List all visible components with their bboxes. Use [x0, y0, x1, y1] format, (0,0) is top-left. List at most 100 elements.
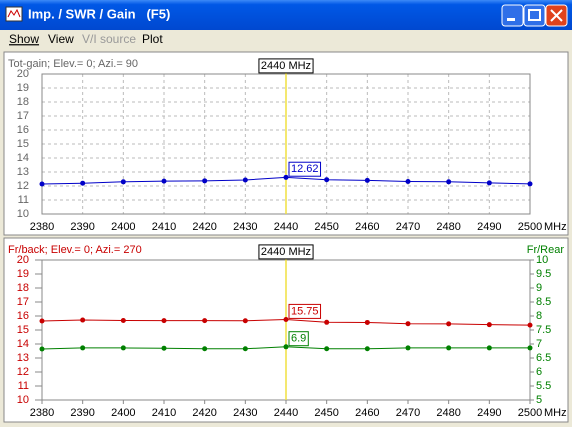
data-point [405, 321, 411, 327]
menu-item[interactable]: View [48, 32, 74, 46]
x-tick-label: 2500 [518, 221, 542, 233]
y2-tick-label: 8 [536, 310, 542, 322]
x-tick-label: 2470 [396, 221, 420, 233]
y2-tick-label: 9 [536, 282, 542, 294]
y-tick-label: 14 [17, 338, 29, 350]
data-point [486, 322, 492, 328]
data-point [80, 345, 86, 351]
y-tick-label: 17 [17, 296, 29, 308]
y2-tick-label: 7 [536, 338, 542, 350]
cursor-label-box [258, 244, 314, 260]
y-tick-label: 20 [17, 68, 29, 80]
y-tick-label: 16 [17, 310, 29, 322]
x-tick-label: 2380 [30, 221, 54, 233]
y2-tick-label: 8.5 [536, 296, 551, 308]
data-point [527, 345, 533, 351]
x-tick-label: 2460 [355, 407, 379, 419]
menu-item[interactable]: Show [9, 32, 39, 46]
menu-item[interactable]: V/I source [82, 32, 136, 46]
y-tick-label: 11 [18, 380, 29, 392]
y2-tick-label: 5 [536, 394, 542, 406]
y-tick-label: 16 [17, 124, 29, 136]
maximize-button[interactable] [523, 4, 546, 27]
x-tick-label: 2440 [274, 407, 298, 419]
data-point [364, 177, 370, 183]
data-point [161, 178, 167, 184]
data-point [242, 346, 248, 352]
y2-tick-label: 5.5 [536, 380, 551, 392]
data-point [364, 319, 370, 325]
y2-tick-label: 6 [536, 366, 542, 378]
data-point [486, 180, 492, 186]
x-tick-label: 2490 [477, 221, 501, 233]
y-tick-label: 12 [17, 366, 29, 378]
value-label-box [288, 161, 322, 177]
data-point [202, 346, 208, 352]
data-point [283, 317, 289, 322]
title-bar [0, 0, 572, 30]
x-tick-label: 2420 [192, 221, 216, 233]
cursor-label: 2440 MHz [261, 60, 311, 72]
data-point [283, 174, 289, 180]
value-label-box [288, 331, 309, 347]
x-tick-label: 2500 [518, 407, 542, 419]
data-point [364, 346, 370, 352]
data-point [527, 322, 533, 328]
data-point [80, 180, 86, 186]
x-tick-label: 2380 [30, 407, 54, 419]
x-tick-label: 2450 [314, 407, 338, 419]
data-point [446, 321, 452, 327]
y-tick-label: 12 [17, 180, 29, 192]
data-point [324, 346, 330, 352]
data-point [446, 179, 452, 185]
x-tick-label: 2470 [396, 407, 420, 419]
close-button[interactable] [545, 4, 568, 27]
value-label-box [288, 303, 322, 319]
y-tick-label: 10 [17, 208, 29, 220]
y-tick-label: 18 [17, 282, 29, 294]
data-point [242, 318, 248, 324]
y-tick-label: 10 [17, 394, 29, 406]
data-point [120, 179, 126, 185]
cursor-label-box [258, 58, 314, 74]
data-point [161, 345, 167, 351]
y2-tick-label: 10 [536, 254, 548, 266]
data-point [120, 317, 126, 323]
app-icon-glyph [7, 8, 21, 18]
chart-subtitle: Fr/back; Elev.= 0; Azi.= 270 [8, 244, 142, 256]
data-point [446, 345, 452, 351]
menu-item[interactable]: Plot [142, 32, 163, 46]
x-tick-label: 2430 [233, 407, 257, 419]
x-tick-label: 2400 [111, 221, 135, 233]
y-tick-label: 19 [17, 268, 29, 280]
data-point [486, 345, 492, 351]
y-tick-label: 11 [18, 194, 29, 206]
y-tick-label: 13 [17, 352, 29, 364]
value-label: 15.75 [291, 305, 319, 317]
x-unit: MHz [544, 407, 567, 419]
data-point [39, 318, 45, 324]
data-point [324, 319, 330, 325]
value-label: 12.62 [291, 163, 319, 175]
chart-subtitle: Tot-gain; Elev.= 0; Azi.= 90 [8, 58, 138, 70]
y2-tick-label: 9.5 [536, 268, 551, 280]
cursor-label: 2440 MHz [261, 246, 311, 258]
x-tick-label: 2390 [70, 221, 94, 233]
data-point [405, 179, 411, 185]
x-unit: MHz [544, 221, 567, 233]
value-label: 6.9 [291, 333, 306, 345]
data-point [324, 177, 330, 183]
data-point [283, 344, 289, 350]
y-tick-label: 17 [17, 110, 29, 122]
y-tick-label: 20 [17, 254, 29, 266]
y-tick-label: 15 [17, 324, 29, 336]
minimize-button[interactable] [501, 4, 524, 27]
y2-axis-label: Fr/Rear [527, 244, 565, 256]
data-point [120, 345, 126, 351]
data-point [39, 181, 45, 187]
y2-tick-label: 7.5 [536, 324, 551, 336]
data-point [202, 178, 208, 184]
data-point [242, 177, 248, 183]
x-tick-label: 2390 [70, 407, 94, 419]
